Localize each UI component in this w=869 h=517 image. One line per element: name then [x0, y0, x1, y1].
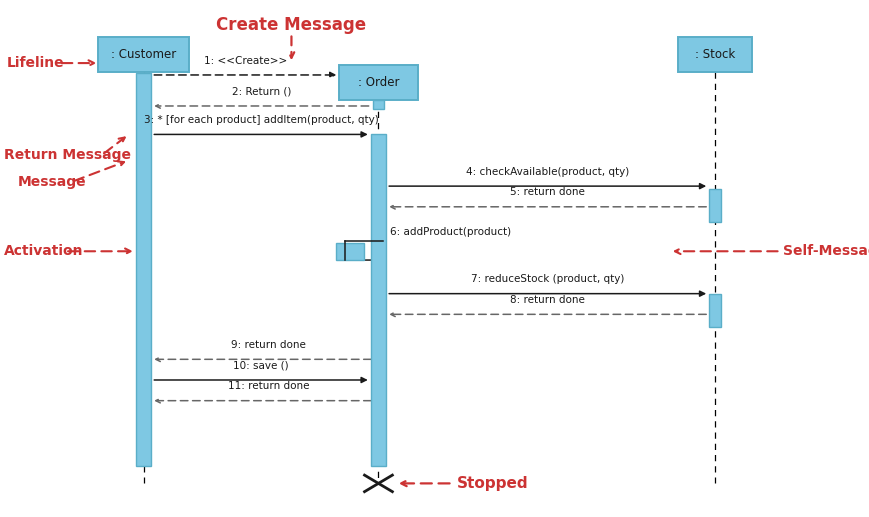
Text: : Customer: : Customer [111, 48, 176, 61]
Bar [373, 100, 384, 109]
Bar [98, 37, 189, 72]
Text: Stopped: Stopped [456, 476, 527, 491]
Text: 7: reduceStock (product, qty): 7: reduceStock (product, qty) [470, 275, 624, 284]
Text: : Order: : Order [357, 76, 399, 89]
Text: Self-Message: Self-Message [782, 244, 869, 258]
Bar [370, 134, 386, 466]
Bar [709, 189, 720, 222]
Bar [136, 73, 151, 466]
Bar [339, 65, 417, 100]
Text: 2: Return (): 2: Return () [231, 87, 291, 97]
Bar [709, 294, 720, 327]
Text: 11: return done: 11: return done [228, 382, 309, 391]
Text: Lifeline: Lifeline [7, 56, 64, 70]
Text: 4: checkAvailable(product, qty): 4: checkAvailable(product, qty) [466, 167, 628, 177]
Text: Activation: Activation [4, 244, 83, 258]
Text: 9: return done: 9: return done [231, 340, 306, 350]
Text: : Stock: : Stock [694, 48, 734, 61]
Bar [335, 243, 363, 260]
Text: 1: <<Create>>: 1: <<Create>> [203, 56, 287, 66]
Text: 3: * [for each product] addItem(product, qty): 3: * [for each product] addItem(product,… [143, 115, 378, 125]
Text: Message: Message [17, 175, 86, 189]
Text: 10: save (): 10: save () [233, 361, 289, 371]
Text: Create Message: Create Message [216, 16, 366, 34]
Text: 5: return done: 5: return done [509, 188, 585, 197]
Bar [678, 37, 751, 72]
Text: 8: return done: 8: return done [509, 295, 585, 305]
Text: 6: addProduct(product): 6: addProduct(product) [389, 227, 510, 237]
Text: Return Message: Return Message [4, 148, 131, 162]
